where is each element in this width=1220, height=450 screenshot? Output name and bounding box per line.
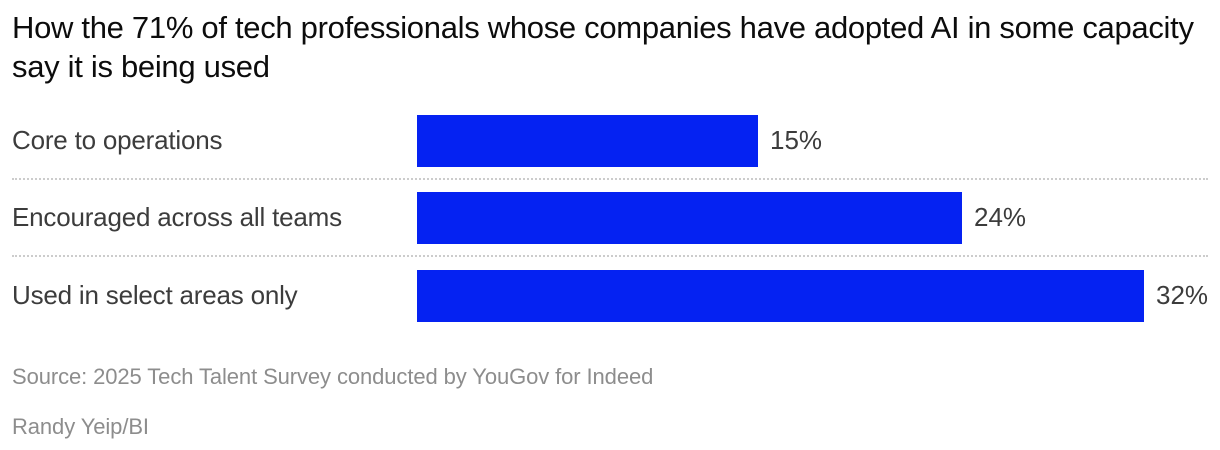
category-label: Used in select areas only <box>12 280 298 310</box>
chart-container: How the 71% of tech professionals whose … <box>12 10 1208 439</box>
value-label: 32% <box>1156 280 1209 310</box>
value-label: 24% <box>974 202 1027 232</box>
bar <box>417 269 1144 322</box>
bar-row: Used in select areas only 32% <box>12 257 1208 334</box>
bar <box>417 114 758 167</box>
bar-track: 32% <box>417 257 1208 334</box>
bar-track: 24% <box>417 180 1208 255</box>
bar-row: Encouraged across all teams 24% <box>12 180 1208 257</box>
value-label: 15% <box>770 125 823 155</box>
bar <box>417 191 962 244</box>
chart-title: How the 71% of tech professionals whose … <box>12 10 1194 84</box>
bar-chart: Core to operations 15% Encouraged across… <box>12 103 1208 334</box>
bar-track: 15% <box>417 103 1208 178</box>
source-note: Source: 2025 Tech Talent Survey conducte… <box>12 364 654 389</box>
category-label: Encouraged across all teams <box>12 202 342 232</box>
author-credit: Randy Yeip/BI <box>12 414 149 439</box>
category-label: Core to operations <box>12 125 223 155</box>
bar-row: Core to operations 15% <box>12 103 1208 180</box>
